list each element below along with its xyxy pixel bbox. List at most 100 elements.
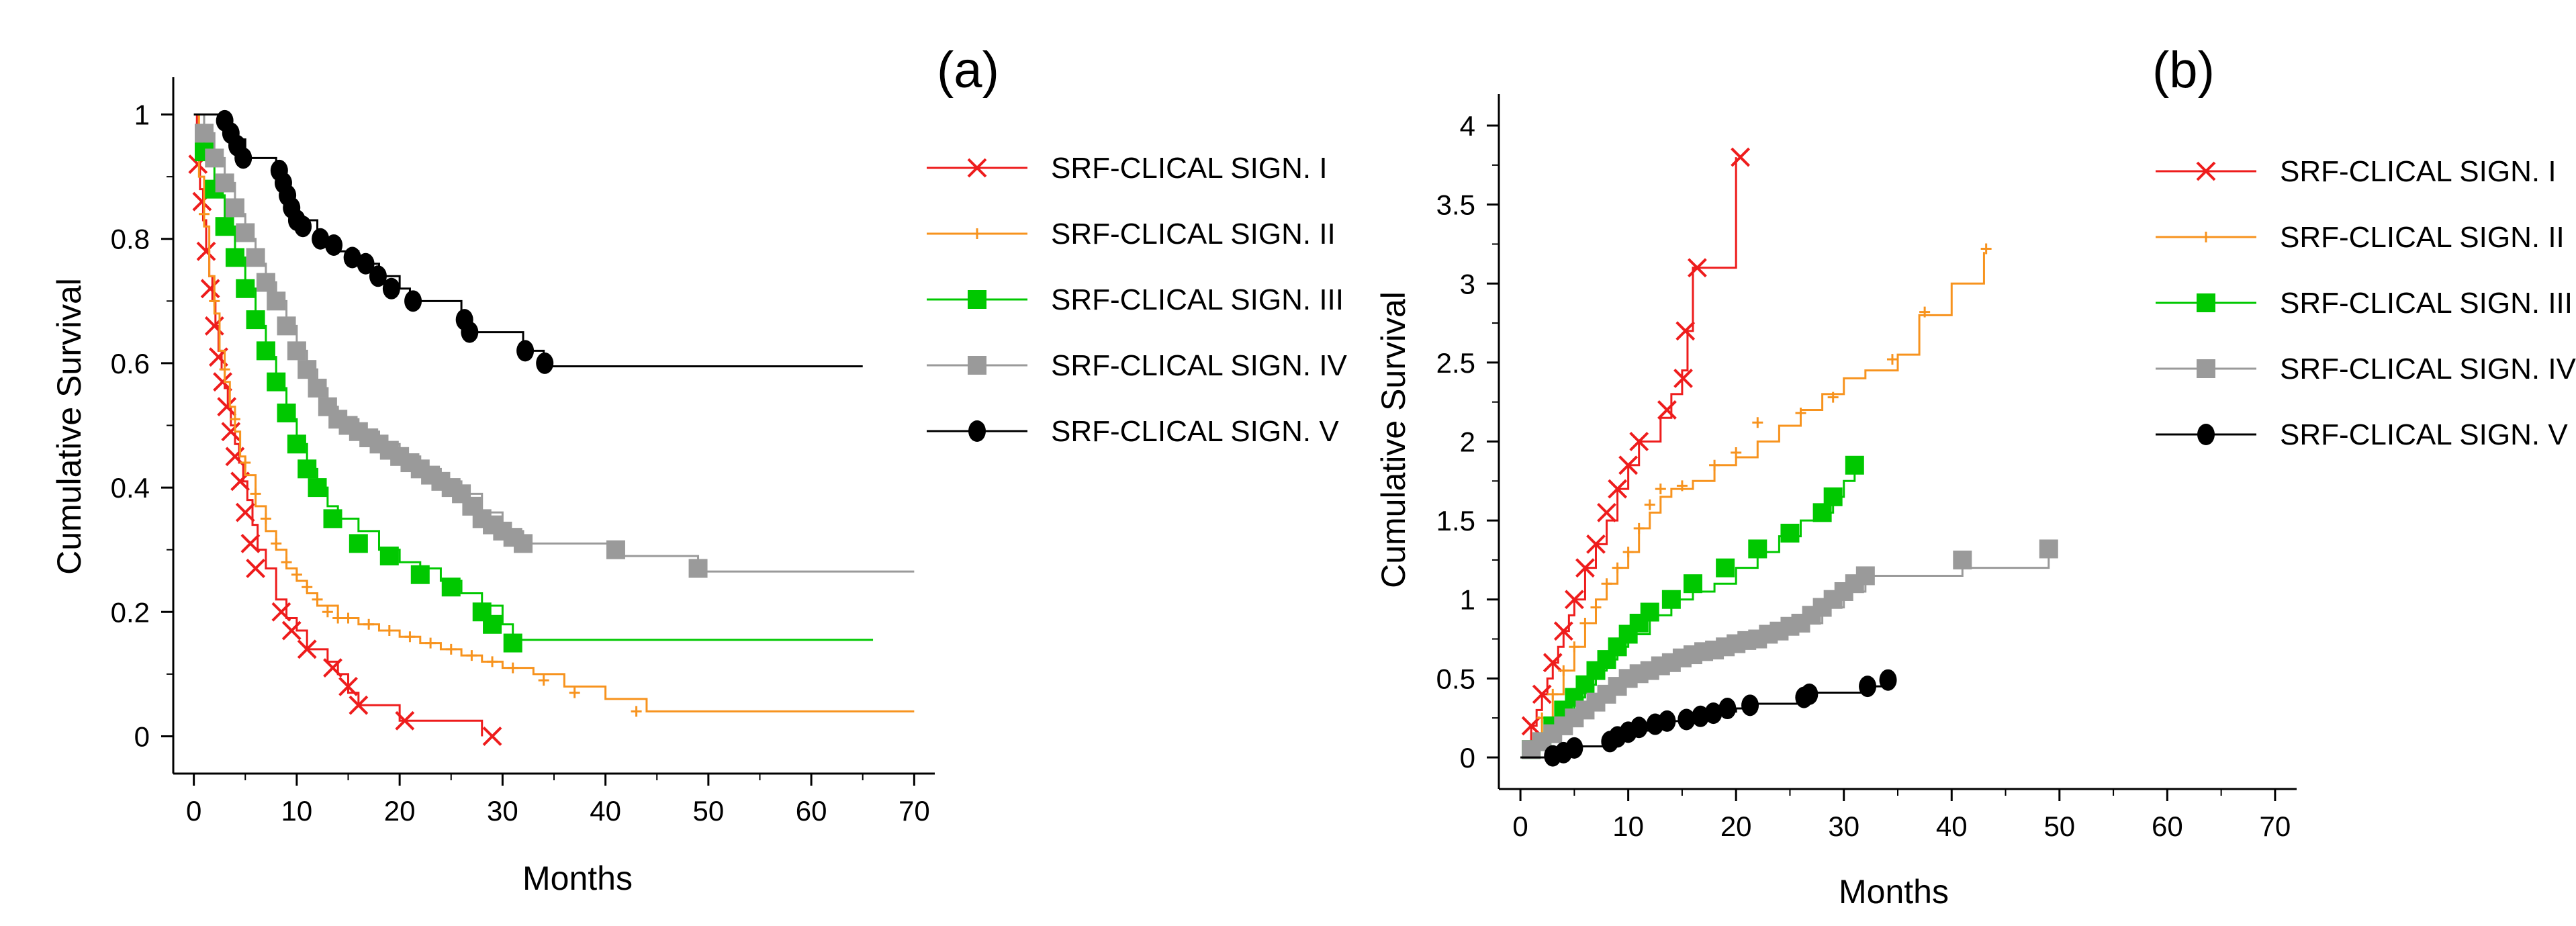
panel-a-label: (a) — [937, 42, 999, 99]
panel-b-y-tick-label: 3.5 — [1436, 189, 1475, 221]
panel-a-series-sign-III-marker — [267, 372, 286, 391]
panel-b-series-sign-I-marker — [1532, 684, 1552, 704]
panel-b-series-sign-II-marker — [1752, 417, 1763, 428]
panel-a-series-sign-IV-marker — [236, 223, 255, 242]
panel-b-series-sign-I-marker — [1618, 455, 1639, 475]
panel-a-series-sign-I-marker — [213, 372, 232, 392]
panel-a-series-sign-II-marker — [322, 606, 333, 618]
panel-b-x-tick-label: 0 — [1512, 811, 1528, 842]
panel-b-series-sign-I-marker — [1597, 502, 1616, 522]
panel-a-series-sign-I-marker — [482, 727, 502, 746]
panel-b-series-sign-III-marker — [1823, 487, 1843, 506]
panel-a-series-sign-III-marker — [308, 478, 327, 498]
panel-a-legend-label: SRF-CLICAL SIGN. III — [1051, 283, 1344, 316]
panel-a-series-sign-III-marker — [256, 341, 275, 361]
panel-a-series-sign-V-marker — [382, 277, 400, 299]
panel-b-series-sign-I-marker — [1521, 716, 1541, 736]
panel-a-series-sign-II-marker — [631, 706, 642, 717]
panel-a-series-sign-II-marker — [363, 618, 375, 630]
panel-b-legend-item: SRF-CLICAL SIGN. V — [2156, 418, 2568, 451]
panel-a-series-sign-III-marker — [246, 310, 265, 330]
panel-b-series-sign-I-marker — [1575, 558, 1595, 578]
panel-b-series-sign-V-marker — [1704, 702, 1722, 725]
panel-b-series-sign-II-marker — [1579, 618, 1591, 629]
panel-a-series-sign-III-marker — [225, 248, 244, 267]
panel-a-series-sign-II-marker — [507, 662, 518, 674]
panel-b-series-sign-III-marker — [1780, 523, 1800, 543]
panel-a-series-sign-I-marker — [221, 422, 241, 442]
panel-a-y-tick-label: 0.8 — [111, 224, 150, 255]
panel-a-series-sign-IV-marker — [215, 173, 234, 193]
panel-b-x-tick-label: 30 — [1828, 811, 1859, 842]
panel-b-series-sign-V-marker — [1692, 705, 1710, 727]
panel-a-legend-item: SRF-CLICAL SIGN. I — [927, 152, 1328, 185]
panel-a-legend-item: SRF-CLICAL SIGN. V — [927, 415, 1339, 448]
panel-a-plot-area: 0 10 20 30 40 50 60 70 0 0.2 0.4 0.6 0.8 1 — [111, 77, 935, 827]
panel-a-series-sign-III-marker — [215, 217, 234, 236]
panel-b-series-sign-III-marker — [1845, 455, 1864, 475]
panel-a-series-sign-II-marker — [229, 414, 240, 425]
panel-a-series-sign-IV-marker — [606, 540, 625, 559]
panel-a-series-sign-II-marker — [445, 643, 457, 655]
panel-b-legend-label: SRF-CLICAL SIGN. II — [2280, 221, 2565, 254]
panel-b-y-tick-label: 0.5 — [1436, 663, 1475, 694]
panel-b-y-axis-title: Cumulative Survival — [1375, 291, 1412, 588]
panel-b-y-tick-label: 2.5 — [1436, 347, 1475, 379]
panel-a-series-sign-V-marker — [357, 252, 375, 275]
panel-a-series-sign-II-marker — [198, 208, 210, 220]
panel-a-series-sign-III-marker — [441, 577, 461, 597]
panel-b-legend-item: SRF-CLICAL SIGN. IV — [2156, 353, 2576, 385]
panel-b-legend-label: SRF-CLICAL SIGN. I — [2280, 155, 2557, 188]
panel-b-series-sign-II-marker — [1569, 641, 1580, 653]
panel-b-series-sign-III-marker — [1640, 602, 1659, 622]
panel-a-series-sign-III-marker — [349, 534, 368, 553]
panel-a-series-sign-I-marker — [235, 502, 255, 522]
panel-a-series-sign-III-marker — [277, 403, 296, 422]
panel-b-series-sign-II-marker — [1633, 522, 1645, 534]
panel-a-legend-item: SRF-CLICAL SIGN. III — [927, 283, 1344, 316]
panel-b-series-sign-V-marker — [1859, 676, 1877, 698]
panel-b-y-tick-label: 1 — [1460, 584, 1475, 616]
panel-a-y-tick-label: 0 — [134, 721, 150, 752]
panel-a-series-sign-IV-marker — [287, 341, 306, 361]
panel-b-series-sign-II-marker — [1676, 480, 1688, 492]
panel-b-series-sign-I-marker — [1543, 653, 1563, 673]
panel-a-legend-marker — [972, 228, 982, 239]
panel-a-x-tick-label: 20 — [384, 795, 416, 827]
panel-b-series-sign-II-marker — [1590, 602, 1602, 613]
panel-a-series-sign-V-marker — [325, 234, 343, 256]
panel-b-series-sign-II-line — [1520, 252, 1985, 759]
panel-a-x-axis-title: Months — [522, 860, 633, 897]
panel-b-series-sign-I-marker — [1586, 534, 1606, 554]
panel-b-x-tick-label: 70 — [2260, 811, 2291, 842]
panel-a-series-sign-I-marker — [297, 639, 317, 659]
panel-a-x-tick-label: 30 — [487, 795, 518, 827]
panel-a-series-sign-II-marker — [250, 488, 261, 500]
panel-a-series-sign-IV-marker — [256, 273, 275, 292]
panel-a-y-tick-label: 1 — [134, 99, 150, 131]
panel-b-series-sign-V-marker — [1565, 737, 1583, 759]
panel-a-series-sign-II-marker — [291, 569, 302, 580]
panel-b-legend-marker — [2197, 359, 2215, 378]
panel-b-x-tick-label: 20 — [1720, 811, 1752, 842]
panel-a-y-tick-label: 0.4 — [111, 472, 150, 504]
panel-b-x-tick-label: 60 — [2152, 811, 2183, 842]
panel-a-series-sign-IV-marker — [267, 291, 286, 311]
panel-a-series-sign-V-marker — [461, 321, 479, 343]
panel-a-legend-label: SRF-CLICAL SIGN. V — [1051, 415, 1339, 448]
panel-b-series-sign-II-marker — [1655, 483, 1666, 495]
panel-b-series-sign-II-marker — [1731, 447, 1742, 458]
panel-a-series-sign-II-marker — [312, 594, 323, 605]
panel-a-series-sign-IV-marker — [308, 378, 327, 398]
panel-b-series-sign-II-marker — [1558, 665, 1569, 676]
panel-b-series-sign-V-marker — [1630, 716, 1648, 739]
panel-b-series-sign-I-marker — [1608, 479, 1628, 499]
panel-a-legend-marker — [967, 158, 987, 178]
panel-a-series-sign-I-marker — [281, 620, 302, 641]
panel-b-legend-item: SRF-CLICAL SIGN. II — [2156, 221, 2565, 254]
panel-b-legend-label: SRF-CLICAL SIGN. III — [2280, 287, 2573, 320]
panel-b-series-sign-V — [1520, 669, 1897, 767]
panel-b-series-sign-I-line — [1520, 157, 1737, 759]
panel-a-series-sign-II-marker — [302, 582, 313, 593]
panel-b-series-sign-II-marker — [1919, 306, 1931, 318]
